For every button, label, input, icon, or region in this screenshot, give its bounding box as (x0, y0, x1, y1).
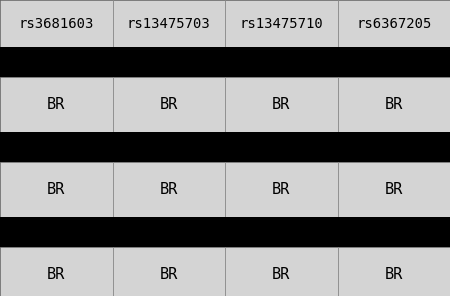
Text: BR: BR (47, 97, 65, 112)
Bar (338, 247, 450, 296)
Bar (0, 0, 112, 47)
Text: BR: BR (272, 182, 290, 197)
Bar (0, 77, 112, 132)
Bar (225, 247, 338, 296)
Bar (225, 162, 338, 217)
Bar (225, 0, 338, 47)
Text: BR: BR (47, 182, 65, 197)
Text: BR: BR (385, 182, 403, 197)
Text: BR: BR (272, 97, 290, 112)
Text: rs13475710: rs13475710 (239, 17, 323, 30)
Bar (0, 132, 450, 162)
Text: BR: BR (160, 267, 178, 282)
Bar (112, 77, 225, 132)
Text: BR: BR (272, 267, 290, 282)
Bar (0, 217, 450, 247)
Bar (112, 0, 225, 47)
Bar (112, 247, 225, 296)
Bar (338, 162, 450, 217)
Text: rs6367205: rs6367205 (356, 17, 432, 30)
Text: BR: BR (385, 267, 403, 282)
Bar (0, 47, 450, 77)
Bar (112, 162, 225, 217)
Bar (338, 0, 450, 47)
Bar (0, 162, 112, 217)
Text: rs13475703: rs13475703 (127, 17, 211, 30)
Text: BR: BR (160, 182, 178, 197)
Text: BR: BR (160, 97, 178, 112)
Bar (338, 77, 450, 132)
Text: BR: BR (47, 267, 65, 282)
Text: rs3681603: rs3681603 (18, 17, 94, 30)
Bar (0, 247, 112, 296)
Text: BR: BR (385, 97, 403, 112)
Bar (225, 77, 338, 132)
